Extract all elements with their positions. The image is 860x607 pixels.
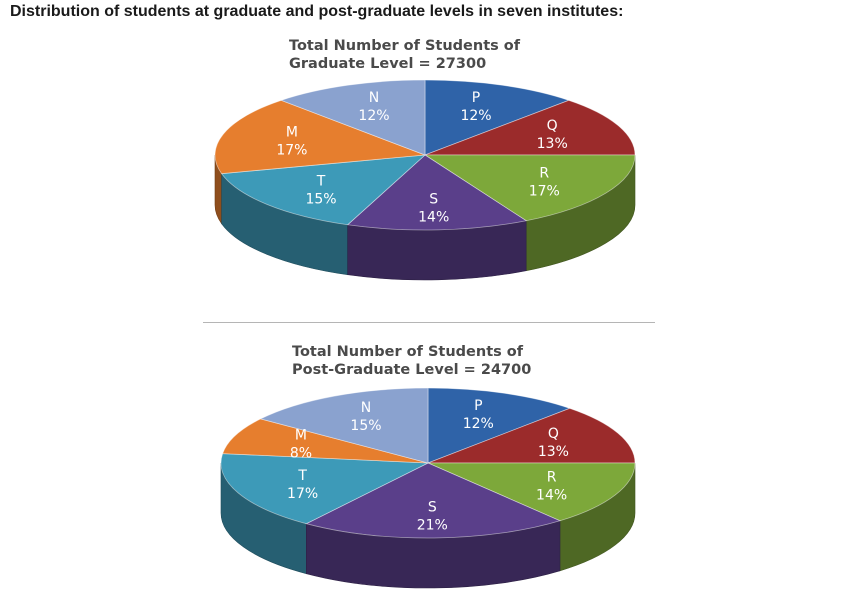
slice-percent-label: 14% (418, 209, 449, 225)
pie-top-faces (220, 387, 636, 539)
pie-slice-n (280, 79, 426, 156)
slice-percent-label: 13% (537, 136, 568, 152)
slice-percent-label: 17% (276, 142, 307, 158)
pie-slice-s (346, 154, 528, 231)
pie-slice-p (424, 79, 570, 156)
post-graduate-pie-chart: P 12% Q 13% R 14% S 21% T 17% M 8% N 15% Total Number … (220, 344, 636, 589)
slice-percent-label: 21% (417, 517, 448, 533)
slice-percent-label: 12% (463, 416, 494, 432)
pie-labels: P 12% Q 13% R 17% S 14% T 15% M 17% N 12% (276, 90, 567, 225)
slice-category-label: R (539, 166, 549, 182)
pie-top-faces (214, 79, 636, 231)
slice-category-label: R (547, 469, 557, 485)
slice-category-label: T (316, 174, 326, 190)
pie-side-walls (214, 154, 636, 281)
slice-category-label: N (361, 400, 371, 416)
slice-percent-label: 12% (460, 108, 491, 124)
slice-category-label: Q (547, 118, 558, 134)
slice-percent-label: 17% (287, 486, 318, 502)
slice-percent-label: 15% (350, 418, 381, 434)
slice-category-label: M (286, 124, 298, 140)
pie-slice-q (424, 99, 636, 156)
page-title: Distribution of students at graduate and… (10, 3, 624, 20)
pie-slice-m (214, 99, 426, 175)
slice-percent-label: 15% (305, 192, 336, 208)
chart-title-line: Graduate Level = 27300 (289, 56, 486, 72)
slice-category-label: Q (548, 426, 559, 442)
pie-side-walls (220, 462, 636, 589)
pie-slice-r (423, 154, 636, 222)
chart-title-line: Post-Graduate Level = 24700 (292, 362, 531, 378)
slice-percent-label: 8% (290, 446, 312, 462)
slice-category-label: S (428, 499, 437, 515)
pie-labels: P 12% Q 13% R 14% S 21% T 17% M 8% N 15% (287, 398, 569, 533)
graduate-pie-chart: P 12% Q 13% R 17% S 14% T 15% M 17% N 12% Total Number… (214, 38, 636, 281)
pie-slice-t (220, 154, 427, 226)
pie-slice-q (427, 407, 636, 464)
pie-slice-t (220, 453, 430, 525)
slice-percent-label: 17% (529, 184, 560, 200)
chart-title-line: Total Number of Students of (289, 38, 521, 54)
slice-category-label: N (369, 90, 379, 106)
slice-percent-label: 12% (358, 108, 389, 124)
slice-category-label: P (474, 398, 482, 414)
chart-title-line: Total Number of Students of (292, 344, 524, 360)
pie-slice-n (259, 387, 429, 464)
slice-percent-label: 13% (538, 444, 569, 460)
slice-category-label: S (429, 191, 438, 207)
slice-category-label: T (297, 468, 307, 484)
slice-category-label: P (472, 90, 480, 106)
chart-divider (203, 322, 655, 323)
slice-category-label: M (295, 428, 307, 444)
pie-slice-r (427, 462, 636, 522)
slice-percent-label: 14% (536, 487, 567, 503)
pie-slice-s (305, 462, 562, 539)
pie-slice-m (222, 418, 429, 464)
pie-slice-p (427, 387, 571, 464)
